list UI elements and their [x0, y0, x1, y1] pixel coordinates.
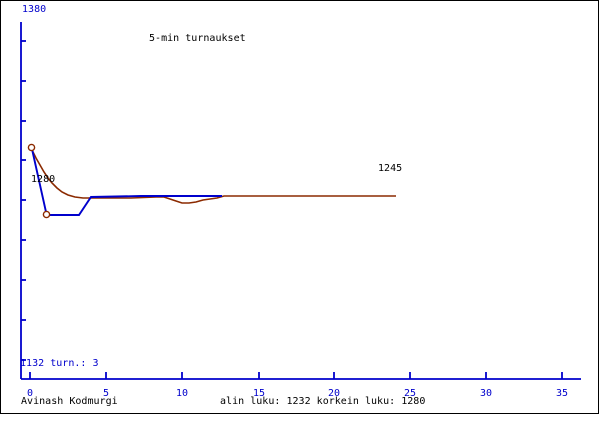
- player-name: Avinash Kodmurgi: [21, 396, 118, 407]
- x-axis-tick-label: 25: [403, 388, 417, 399]
- y-axis-top-label: 1380: [22, 4, 47, 15]
- first-point-value-label: 1280: [31, 174, 56, 185]
- x-axis-tick-label: 35: [555, 388, 569, 399]
- chart-title: 5-min turnaukset: [149, 33, 246, 44]
- x-axis-tick-label: 10: [175, 388, 189, 399]
- x-axis-tick-label: 20: [327, 388, 341, 399]
- x-axis-tick-label: 0: [26, 388, 34, 399]
- rating-line-blue: [31, 148, 222, 216]
- x-axis-tick-label: 15: [252, 388, 266, 399]
- footer-stats: alin luku: 1232 korkein luku: 1280: [220, 396, 426, 407]
- y-axis-bottom-label: 1132 turn.: 3: [20, 358, 99, 369]
- x-axis-tick-label: 5: [102, 388, 110, 399]
- last-point-value-label: 1245: [378, 163, 403, 174]
- data-point-marker: [27, 143, 36, 152]
- x-axis-tick-label: 30: [479, 388, 493, 399]
- trend-line-brown: [31, 149, 396, 204]
- data-point-marker: [42, 210, 51, 219]
